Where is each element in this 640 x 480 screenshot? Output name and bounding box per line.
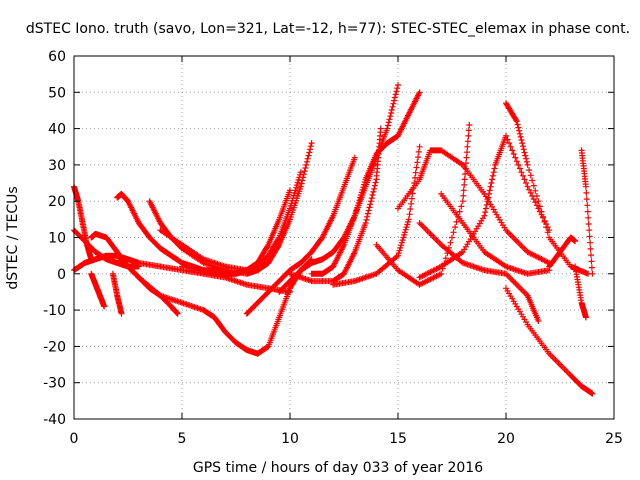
series-markers [416, 220, 542, 324]
series-markers [287, 125, 384, 285]
y-tick-label: 30 [48, 158, 66, 174]
series-markers [109, 270, 125, 317]
y-tick-label: 60 [48, 49, 66, 65]
series [438, 190, 553, 277]
series [572, 263, 589, 321]
series [416, 132, 553, 281]
series-markers [179, 187, 293, 277]
series [308, 89, 423, 277]
series-markers [572, 263, 589, 321]
y-tick-label: 20 [48, 194, 66, 210]
x-tick-label: 25 [605, 431, 623, 447]
y-tick-label: -10 [43, 303, 66, 319]
series-markers [416, 132, 553, 281]
series [578, 147, 596, 277]
y-tick-label: 40 [48, 122, 66, 138]
x-axis-label: GPS time / hours of day 033 of year 2016 [193, 460, 483, 476]
series [109, 270, 125, 317]
series [88, 270, 108, 310]
series [179, 187, 293, 277]
series [373, 122, 473, 288]
y-tick-label: -20 [43, 339, 66, 355]
x-tick-label: 5 [178, 431, 187, 447]
series-markers [546, 234, 579, 270]
series-markers [308, 89, 423, 277]
series-markers [438, 190, 553, 277]
series-markers [114, 252, 315, 357]
y-tick-label: 50 [48, 85, 66, 101]
series-markers [243, 154, 358, 317]
series-markers [88, 270, 108, 310]
series-markers [395, 147, 553, 266]
x-tick-label: 0 [70, 431, 79, 447]
y-axis: -40 -30 -20 -10 0 10 20 30 40 50 60 [43, 49, 614, 428]
y-tick-label: -30 [43, 376, 66, 392]
y-tick-label: 10 [48, 231, 66, 247]
series [503, 100, 592, 277]
series [546, 234, 579, 270]
series-markers [373, 122, 473, 288]
y-tick-label: 0 [57, 267, 66, 283]
x-axis: 0 5 10 15 20 25 [70, 56, 623, 447]
grid [74, 56, 614, 419]
data-series [71, 82, 596, 397]
series-markers [157, 169, 304, 274]
series [395, 147, 553, 266]
series [287, 125, 384, 285]
chart-title: dSTEC Iono. truth (savo, Lon=321, Lat=-1… [26, 21, 630, 37]
series [503, 285, 596, 397]
x-tick-label: 15 [389, 431, 407, 447]
y-tick-label: -40 [43, 412, 66, 428]
series [114, 252, 315, 357]
y-axis-label: dSTEC / TECUs [5, 186, 21, 289]
x-tick-label: 20 [497, 431, 515, 447]
x-tick-label: 10 [281, 431, 299, 447]
series [416, 220, 542, 324]
series-markers [503, 285, 596, 397]
series-markers [503, 100, 592, 277]
series [157, 169, 304, 274]
series-markers [578, 147, 596, 277]
series [243, 154, 358, 317]
